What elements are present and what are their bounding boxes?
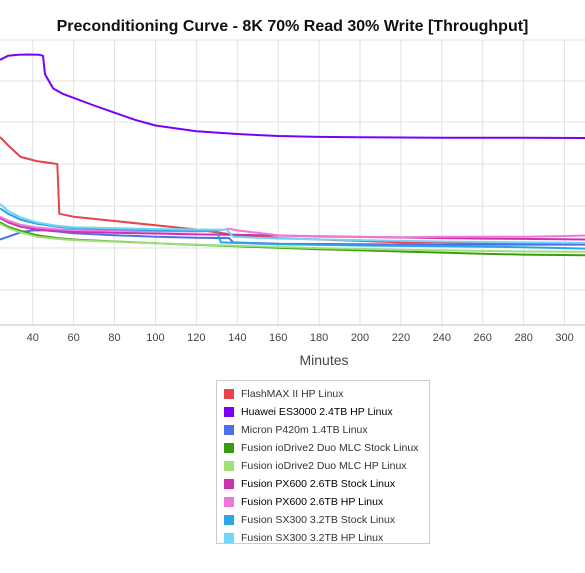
x-tick-label: 40 xyxy=(27,332,39,344)
x-tick-labels: 40 60 80 100 120 140 160 180 200 220 240 260 280 300 xyxy=(27,332,574,344)
x-tick-label: 140 xyxy=(228,332,246,344)
legend-label: FlashMAX II HP Linux xyxy=(241,388,344,400)
legend-item[interactable]: Fusion ioDrive2 Duo MLC HP Linux xyxy=(217,457,429,475)
legend: FlashMAX II HP Linux Huawei ES3000 2.4TB … xyxy=(216,380,430,544)
x-tick-label: 240 xyxy=(433,332,451,344)
series-line-1 xyxy=(0,53,585,139)
legend-swatch xyxy=(224,497,234,507)
x-axis-title: Minutes xyxy=(299,352,348,368)
x-tick-label: 160 xyxy=(269,332,287,344)
legend-label: Fusion ioDrive2 Duo MLC HP Linux xyxy=(241,460,407,472)
x-tick-label: 280 xyxy=(514,332,532,344)
series-lines xyxy=(0,53,585,257)
x-tick-label: 80 xyxy=(108,332,120,344)
legend-item[interactable]: Micron P420m 1.4TB Linux xyxy=(217,421,429,439)
series-line-2 xyxy=(0,229,585,246)
x-tick-label: 260 xyxy=(474,332,492,344)
chart-plot: 40 60 80 100 120 140 160 180 200 220 240 260 280 300 … xyxy=(0,39,585,368)
series-line-8 xyxy=(0,203,585,244)
legend-item[interactable]: Huawei ES3000 2.4TB HP Linux xyxy=(217,403,429,421)
chart-title: Preconditioning Curve - 8K 70% Read 30% … xyxy=(56,18,529,35)
x-tick-label: 220 xyxy=(392,332,410,344)
legend-swatch xyxy=(224,443,234,453)
x-tick-label: 120 xyxy=(187,332,205,344)
legend-swatch xyxy=(224,425,234,435)
legend-swatch xyxy=(224,461,234,471)
legend-label: Fusion ioDrive2 Duo MLC Stock Linux xyxy=(241,442,419,454)
series-line-6 xyxy=(0,215,585,239)
series-line-4 xyxy=(0,222,585,253)
legend-swatch xyxy=(224,533,234,543)
x-tick-label: 60 xyxy=(68,332,80,344)
series-line-7 xyxy=(0,207,585,250)
legend-item[interactable]: Fusion SX300 3.2TB HP Linux xyxy=(217,529,429,547)
grid-lines xyxy=(0,39,585,326)
legend-label: Fusion PX600 2.6TB HP Linux xyxy=(241,496,384,508)
legend-label: Fusion SX300 3.2TB Stock Linux xyxy=(241,514,396,526)
legend-swatch xyxy=(224,515,234,525)
x-tick-label: 100 xyxy=(146,332,164,344)
legend-swatch xyxy=(224,407,234,417)
legend-label: Fusion SX300 3.2TB HP Linux xyxy=(241,532,384,544)
legend-item[interactable]: Fusion PX600 2.6TB HP Linux xyxy=(217,493,429,511)
legend-item[interactable]: Fusion PX600 2.6TB Stock Linux xyxy=(217,475,429,493)
legend-item[interactable]: Fusion ioDrive2 Duo MLC Stock Linux xyxy=(217,439,429,457)
x-tick-label: 200 xyxy=(351,332,369,344)
x-tick-label: 180 xyxy=(310,332,328,344)
series-line-5 xyxy=(0,217,585,241)
x-tick-label: 300 xyxy=(555,332,573,344)
legend-label: Huawei ES3000 2.4TB HP Linux xyxy=(241,406,393,418)
legend-label: Micron P420m 1.4TB Linux xyxy=(241,424,368,436)
legend-item[interactable]: Fusion SX300 3.2TB Stock Linux xyxy=(217,511,429,529)
legend-item[interactable]: FlashMAX II HP Linux xyxy=(217,385,429,403)
legend-swatch xyxy=(224,389,234,399)
legend-label: Fusion PX600 2.6TB Stock Linux xyxy=(241,478,396,490)
legend-swatch xyxy=(224,479,234,489)
